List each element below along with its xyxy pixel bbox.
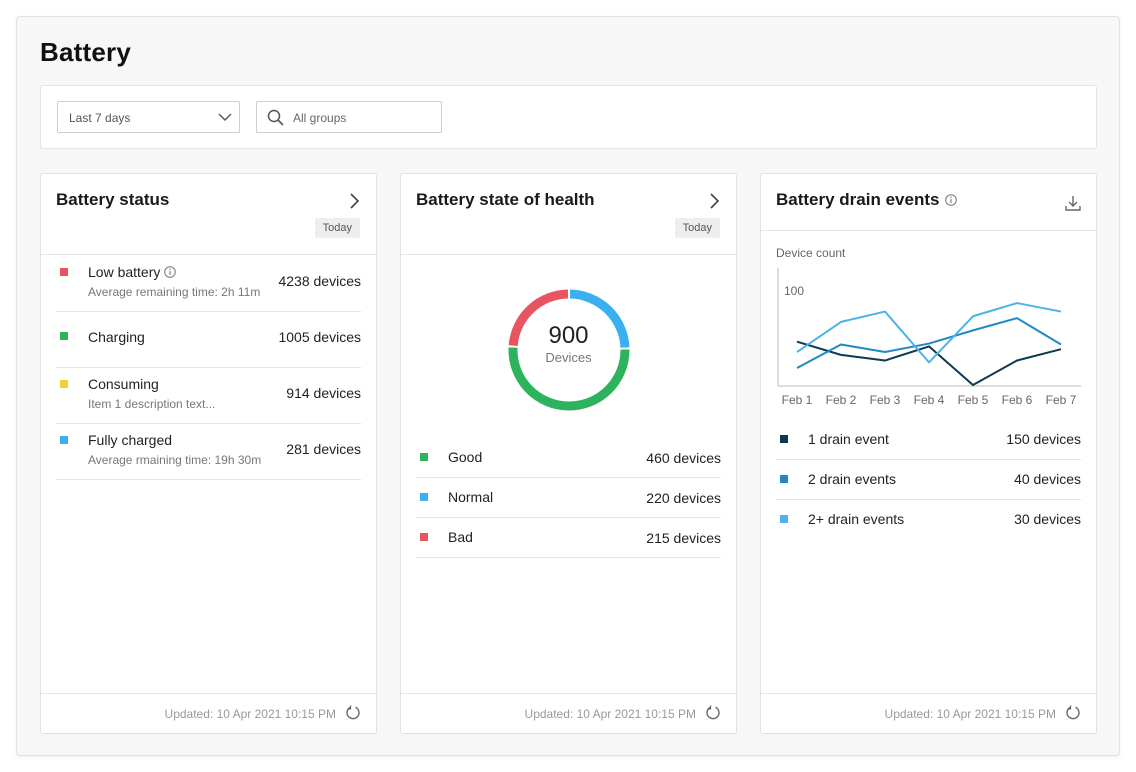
y-tick-label: 100 xyxy=(784,284,804,298)
legend-swatch xyxy=(60,380,68,388)
row-label: Low battery xyxy=(88,264,177,280)
drain-row-1[interactable]: 1 drain event 150 devices xyxy=(776,420,1081,460)
x-tick-label: Feb 7 xyxy=(1046,393,1077,407)
health-row-bad[interactable]: Bad 215 devices xyxy=(416,518,721,558)
x-tick-label: Feb 5 xyxy=(958,393,989,407)
card-title: Battery status xyxy=(56,190,170,209)
row-value: 215 devices xyxy=(646,530,721,546)
row-label: Consuming xyxy=(88,376,159,392)
updated-timestamp: Updated: 10 Apr 2021 10:15 PM xyxy=(164,707,336,721)
status-row-consuming[interactable]: Consuming Item 1 description text... 914… xyxy=(56,376,361,424)
x-tick-label: Feb 4 xyxy=(914,393,945,407)
battery-health-card: Battery state of health Today 900 Device… xyxy=(400,173,737,734)
legend-swatch xyxy=(420,453,428,461)
row-sub: Item 1 description text... xyxy=(88,397,216,411)
row-label: Fully charged xyxy=(88,432,173,448)
refresh-icon[interactable] xyxy=(345,705,361,721)
status-row-low-battery[interactable]: Low battery Average remaining time: 2h 1… xyxy=(56,264,361,312)
divider xyxy=(401,254,736,255)
card-title: Battery drain events xyxy=(776,190,958,210)
row-label: Normal xyxy=(448,489,494,505)
updated-timestamp: Updated: 10 Apr 2021 10:15 PM xyxy=(524,707,696,721)
row-value: 40 devices xyxy=(1014,471,1081,487)
row-sub: Average remaining time: 2h 11m xyxy=(88,285,261,299)
status-row-charging[interactable]: Charging 1005 devices xyxy=(56,328,361,368)
drain-row-2[interactable]: 2 drain events 40 devices xyxy=(776,460,1081,500)
row-value: 281 devices xyxy=(286,441,361,457)
divider xyxy=(761,230,1096,231)
status-row-fully-charged[interactable]: Fully charged Average rmaining time: 19h… xyxy=(56,432,361,480)
refresh-icon[interactable] xyxy=(705,705,721,721)
legend-swatch xyxy=(60,436,68,444)
row-label: Charging xyxy=(88,329,145,345)
series-line-2 xyxy=(796,317,1062,369)
row-label: 2 drain events xyxy=(808,471,896,487)
legend-swatch xyxy=(60,332,68,340)
today-badge: Today xyxy=(314,218,360,238)
divider xyxy=(41,254,376,255)
series-line-1 xyxy=(796,340,1062,386)
battery-dashboard: Battery Last 7 days Battery status Today… xyxy=(16,16,1120,756)
low-battery-label: Low battery xyxy=(88,264,161,280)
donut-total-label: Devices xyxy=(545,350,592,365)
donut-slice-normal xyxy=(569,289,630,348)
row-value: 30 devices xyxy=(1014,511,1081,527)
legend-swatch xyxy=(60,268,68,276)
row-label: 2+ drain events xyxy=(808,511,905,527)
donut-total: 900 xyxy=(548,322,589,349)
info-icon[interactable] xyxy=(164,266,177,278)
row-label: Good xyxy=(448,449,483,465)
drain-title-text: Battery drain events xyxy=(776,190,940,209)
legend-swatch xyxy=(420,533,428,541)
refresh-icon[interactable] xyxy=(1065,705,1081,721)
x-tick-label: Feb 6 xyxy=(1002,393,1033,407)
donut-slice-good xyxy=(508,347,630,411)
row-value: 460 devices xyxy=(646,450,721,466)
x-tick-label: Feb 3 xyxy=(870,393,901,407)
battery-status-card: Battery status Today Low battery Average… xyxy=(40,173,377,734)
today-badge: Today xyxy=(674,218,720,238)
info-icon[interactable] xyxy=(945,194,958,206)
updated-timestamp: Updated: 10 Apr 2021 10:15 PM xyxy=(884,707,1056,721)
row-label: 1 drain event xyxy=(808,431,889,447)
page-title: Battery xyxy=(40,37,131,67)
legend-swatch xyxy=(780,475,788,483)
card-title: Battery state of health xyxy=(416,190,595,209)
row-label: Bad xyxy=(448,529,473,545)
chevron-right-icon[interactable] xyxy=(346,192,362,210)
drain-row-3[interactable]: 2+ drain events 30 devices xyxy=(776,500,1081,540)
period-dropdown[interactable]: Last 7 days xyxy=(57,101,240,133)
row-value: 150 devices xyxy=(1006,431,1081,447)
row-value: 4238 devices xyxy=(278,273,361,289)
card-footer: Updated: 10 Apr 2021 10:15 PM xyxy=(401,693,736,733)
card-footer: Updated: 10 Apr 2021 10:15 PM xyxy=(41,693,376,733)
group-search-input[interactable] xyxy=(293,108,433,128)
chevron-right-icon[interactable] xyxy=(706,192,722,210)
legend-swatch xyxy=(780,515,788,523)
row-value: 1005 devices xyxy=(278,329,361,345)
legend-swatch xyxy=(780,435,788,443)
row-sub: Average rmaining time: 19h 30m xyxy=(88,453,262,467)
group-search[interactable] xyxy=(256,101,442,133)
search-icon xyxy=(267,109,284,126)
chevron-down-icon xyxy=(218,113,232,121)
health-row-good[interactable]: Good 460 devices xyxy=(416,438,721,478)
legend-swatch xyxy=(420,493,428,501)
battery-drain-card: Battery drain events Device count 100 Feb… xyxy=(760,173,1097,734)
x-tick-label: Feb 1 xyxy=(782,393,813,407)
x-tick-label: Feb 2 xyxy=(826,393,857,407)
donut-slice-bad xyxy=(508,289,569,347)
filter-bar: Last 7 days xyxy=(40,85,1097,149)
chart-y-axis-label: Device count xyxy=(776,246,846,260)
period-dropdown-value: Last 7 days xyxy=(69,111,131,125)
row-value: 220 devices xyxy=(646,490,721,506)
health-row-normal[interactable]: Normal 220 devices xyxy=(416,478,721,518)
series-line-3 xyxy=(796,302,1062,364)
health-donut-chart xyxy=(508,289,630,411)
row-value: 914 devices xyxy=(286,385,361,401)
card-footer: Updated: 10 Apr 2021 10:15 PM xyxy=(761,693,1096,733)
download-icon[interactable] xyxy=(1064,194,1082,212)
drain-line-chart: 100 Feb 1 Feb 2 Feb 3 Feb 4 Feb 5 Feb 6 Feb 7 xyxy=(777,268,1081,407)
